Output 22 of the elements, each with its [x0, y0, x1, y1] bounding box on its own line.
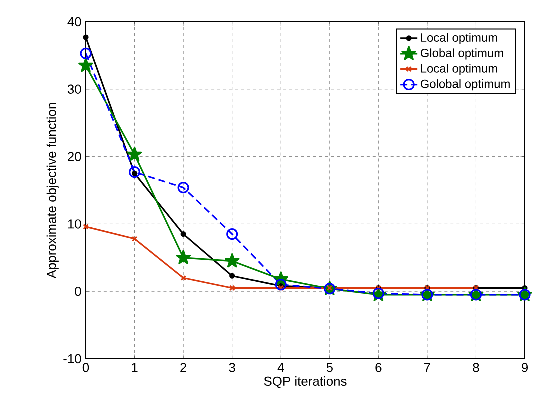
y-tick-label: 10 [68, 220, 82, 229]
x-tick-label: 2 [180, 363, 187, 372]
x-tick-label: 4 [278, 363, 284, 372]
x-tick-label: 9 [522, 363, 528, 372]
x-axis-title: SQP iterations [264, 376, 347, 388]
x-tick-label: 0 [82, 363, 90, 372]
x-tick-label: 3 [229, 363, 236, 372]
legend-label: Golobal optimum [420, 80, 510, 91]
x-tick-label: 8 [473, 363, 480, 372]
x-tick-label: 1 [132, 363, 138, 372]
y-tick-label: 0 [75, 287, 82, 296]
x-tick-label: 6 [376, 363, 382, 372]
x-tick-label: 7 [424, 363, 430, 372]
legend-label: Local optimum [421, 64, 498, 76]
x-tick-label: 5 [326, 363, 333, 372]
y-axis-title: Approximate objective function [46, 103, 59, 279]
y-tick-label: 30 [68, 84, 82, 94]
y-tick-label: -10 [64, 354, 82, 364]
y-tick-label: 40 [68, 17, 82, 27]
legend-label: Global optimum [420, 48, 504, 60]
legend-label: Local optimum [421, 33, 498, 44]
y-tick-label: 20 [68, 152, 82, 162]
